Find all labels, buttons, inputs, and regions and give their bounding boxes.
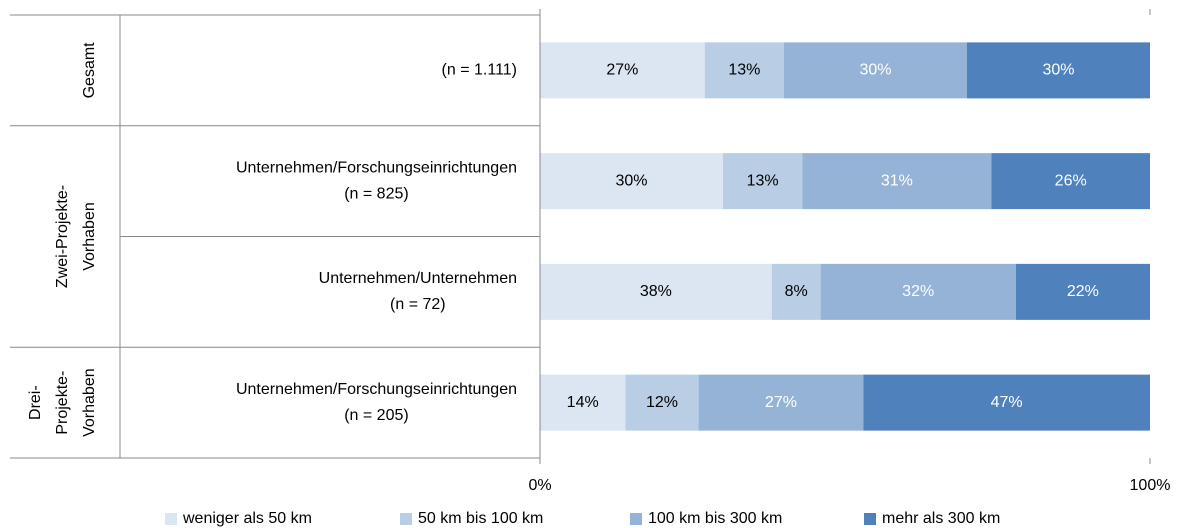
- legend-swatch: [400, 513, 412, 525]
- bar-segment: [967, 42, 1150, 99]
- group-label: Drei-: [27, 385, 44, 420]
- data-label: 22%: [1067, 283, 1099, 300]
- bar-segment: [540, 42, 705, 99]
- bar-segment: [540, 153, 723, 210]
- bar-segment: [723, 153, 803, 210]
- bar-segment: [771, 263, 821, 320]
- data-label: 31%: [881, 172, 913, 189]
- data-label: 8%: [785, 283, 808, 300]
- bar-segment: [991, 153, 1150, 210]
- group-label: Gesamt: [81, 42, 98, 99]
- y-tick-label: (n = 205): [344, 407, 408, 424]
- data-label: 13%: [747, 172, 779, 189]
- y-tick-label: Unternehmen/Forschungseinrichtungen: [236, 381, 517, 398]
- legend-label: weniger als 50 km: [182, 510, 312, 527]
- bar-segment: [863, 374, 1150, 431]
- bar-segment: [540, 263, 772, 320]
- legend-label: 50 km bis 100 km: [418, 510, 543, 527]
- data-label: 27%: [606, 62, 638, 79]
- bar-segment: [704, 42, 784, 99]
- data-label: 14%: [567, 394, 599, 411]
- data-label: 32%: [902, 283, 934, 300]
- x-tick-label: 0%: [528, 477, 551, 494]
- group-label: Zwei-Projekte-: [54, 185, 71, 288]
- data-label: 30%: [859, 62, 891, 79]
- y-tick-label: Unternehmen/Unternehmen: [319, 270, 517, 287]
- data-label: 26%: [1055, 172, 1087, 189]
- bar-segment: [1015, 263, 1150, 320]
- bar-segment: [540, 374, 626, 431]
- data-label: 47%: [991, 394, 1023, 411]
- data-label: 12%: [646, 394, 678, 411]
- data-label: 27%: [765, 394, 797, 411]
- legend-swatch: [630, 513, 642, 525]
- bar-segment: [820, 263, 1016, 320]
- legend-swatch: [165, 513, 177, 525]
- y-tick-label: (n = 72): [390, 296, 446, 313]
- data-label: 38%: [640, 283, 672, 300]
- y-tick-label: Unternehmen/Forschungseinrichtungen: [236, 159, 517, 176]
- legend-label: mehr als 300 km: [882, 510, 1000, 527]
- x-tick-label: 100%: [1130, 477, 1171, 494]
- data-label: 30%: [1042, 62, 1074, 79]
- legend-swatch: [864, 513, 876, 525]
- group-label: Vorhaben: [81, 368, 98, 437]
- group-label: Vorhaben: [81, 202, 98, 271]
- y-tick-label: (n = 825): [344, 185, 408, 202]
- bar-segment: [802, 153, 992, 210]
- data-label: 13%: [728, 62, 760, 79]
- legend-label: 100 km bis 300 km: [648, 510, 782, 527]
- group-label: Projekte-: [54, 371, 71, 435]
- y-tick-label: (n = 1.111): [442, 62, 517, 79]
- bar-segment: [784, 42, 967, 99]
- bar-segment: [625, 374, 699, 431]
- data-label: 30%: [615, 172, 647, 189]
- bar-segment: [698, 374, 864, 431]
